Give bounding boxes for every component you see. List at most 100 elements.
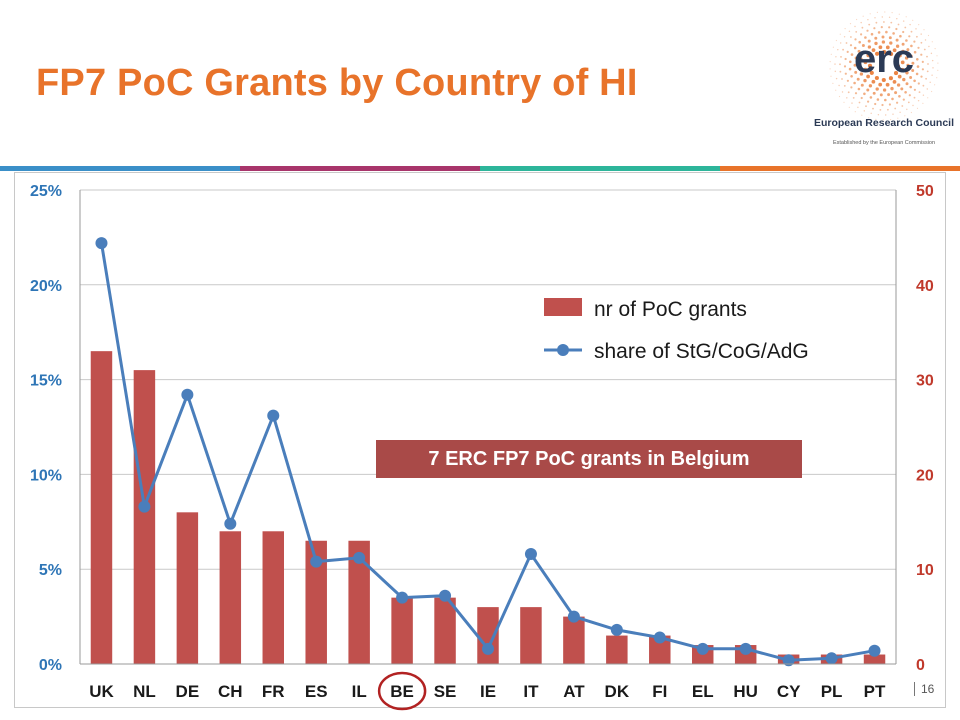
- bar-ES: [305, 540, 327, 664]
- logo-dot: [891, 97, 894, 101]
- logo-dot: [934, 84, 936, 86]
- logo-dot: [892, 32, 895, 35]
- logo-dot: [906, 63, 910, 68]
- logo-dot: [844, 57, 847, 61]
- logo-dot: [898, 53, 902, 58]
- logo-dot: [906, 108, 908, 111]
- bar-BE: [391, 597, 413, 664]
- logo-dot: [899, 34, 902, 38]
- left-axis-tick-label: 0%: [39, 657, 62, 674]
- point-AT: [567, 610, 580, 623]
- logo-dot: [874, 17, 876, 19]
- logo-dot: [902, 30, 905, 34]
- logo-dot: [888, 26, 891, 29]
- logo-dot: [927, 63, 929, 65]
- logo-dot: [895, 44, 900, 48]
- logo-dot: [854, 38, 857, 41]
- logo-dot: [902, 77, 906, 82]
- category-label-IT: IT: [523, 682, 539, 701]
- logo-dot: [839, 42, 842, 44]
- logo-dot: [924, 39, 927, 41]
- logo-dot: [875, 21, 878, 24]
- category-label-CY: CY: [777, 682, 801, 701]
- category-label-CH: CH: [218, 682, 243, 701]
- logo-dot: [849, 23, 852, 25]
- legend-label-line: share of StG/CoG/AdG: [594, 340, 809, 363]
- color-stripe-teal: [480, 166, 720, 171]
- logo-dot: [869, 96, 873, 99]
- logo-dot: [895, 27, 898, 31]
- category-label-UK: UK: [89, 682, 114, 701]
- logo-dot: [835, 89, 837, 91]
- logo-dot: [868, 117, 870, 119]
- logo-dot: [859, 57, 863, 61]
- logo-dot: [901, 49, 905, 54]
- logo-dot: [929, 81, 931, 84]
- line-series: [95, 237, 881, 667]
- logo-dot: [927, 34, 930, 37]
- logo-dot: [921, 68, 924, 71]
- point-SE: [439, 589, 452, 602]
- logo-dot: [927, 97, 929, 99]
- logo-dot: [912, 19, 914, 21]
- right-axis-tick-label: 30: [916, 373, 934, 390]
- logo-dot: [920, 75, 923, 78]
- logo-dot: [905, 16, 907, 18]
- logo-dot: [848, 106, 850, 108]
- logo-dot: [838, 95, 841, 98]
- logo-dot: [913, 88, 916, 91]
- logo-dot: [904, 115, 906, 117]
- page-number: 16: [914, 682, 934, 696]
- logo-dot: [843, 36, 846, 38]
- logo-dot: [875, 118, 877, 120]
- logo-dot: [890, 86, 894, 91]
- logo-wordmark: erc: [854, 37, 914, 81]
- logo-dot: [882, 119, 884, 121]
- logo-dot: [937, 62, 939, 64]
- logo-dot: [917, 82, 920, 85]
- logo-dot: [844, 28, 846, 30]
- logo-dot: [835, 39, 837, 42]
- logo-dot: [868, 23, 871, 26]
- legend: nr of PoC grants share of StG/CoG/AdG: [544, 298, 809, 363]
- logo-dot: [871, 48, 876, 52]
- logo-dot: [839, 70, 842, 73]
- logo-dot: [905, 71, 909, 75]
- logo-dot: [922, 94, 925, 96]
- point-IL: [353, 551, 366, 564]
- category-label-SE: SE: [434, 682, 457, 701]
- right-axis-tick-label: 0: [916, 657, 925, 674]
- logo-dot: [920, 41, 923, 44]
- logo-dot: [913, 50, 917, 54]
- logo-dot: [834, 70, 837, 73]
- axes: 0% 0 5% 10 10% 20 15% 30 20% 40 25% 50 UK NL DE CH FR ES I…: [30, 183, 934, 711]
- logo-dot: [854, 25, 856, 28]
- logo-dot: [896, 83, 901, 87]
- left-axis-tick-label: 10%: [30, 467, 62, 484]
- logo-dot: [875, 51, 880, 56]
- logo-dot: [860, 83, 864, 87]
- logo-dot: [850, 75, 853, 78]
- logo-dot: [936, 55, 938, 57]
- logo-dot: [879, 108, 882, 111]
- logo-dot: [896, 17, 898, 20]
- logo-dot: [867, 18, 869, 21]
- logo-dot: [932, 67, 934, 69]
- logo-dot: [890, 119, 892, 121]
- logo-dot: [867, 63, 873, 68]
- logo-dot: [876, 11, 878, 13]
- logo-dot: [838, 84, 840, 87]
- bar-PT: [863, 654, 886, 664]
- category-label-FR: FR: [262, 682, 285, 701]
- logo-dot: [885, 82, 890, 87]
- logo-dot: [897, 117, 899, 119]
- logo-dot: [900, 87, 904, 91]
- logo-dot: [908, 94, 911, 97]
- logo-dot: [869, 13, 871, 15]
- slide-title: FP7 PoC Grants by Country of HI: [36, 62, 638, 104]
- logo-dot: [921, 60, 924, 64]
- logo-dot: [860, 21, 862, 24]
- logo-dot: [843, 65, 847, 68]
- logo-dot: [920, 53, 923, 56]
- logo-dot: [882, 21, 885, 23]
